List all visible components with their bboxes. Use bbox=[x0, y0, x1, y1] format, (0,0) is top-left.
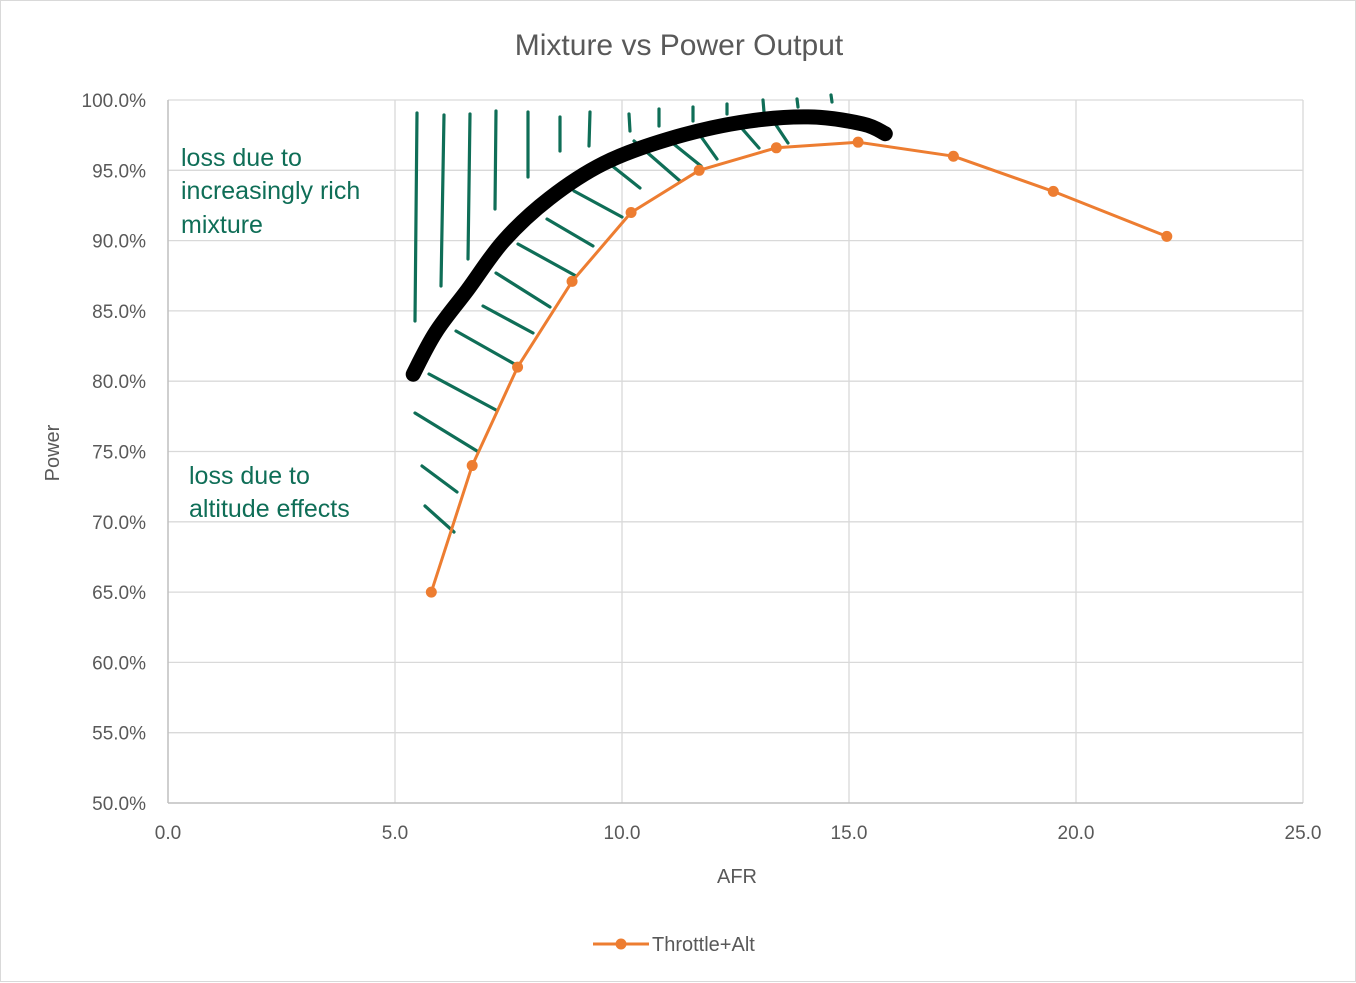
hatch-stroke bbox=[516, 242, 578, 278]
x-tick-label: 0.0 bbox=[155, 823, 181, 844]
hatch-stroke bbox=[454, 329, 520, 368]
x-tick-label: 25.0 bbox=[1285, 823, 1322, 844]
data-point bbox=[693, 164, 705, 176]
data-point bbox=[852, 136, 864, 148]
hatch-stroke bbox=[761, 98, 766, 114]
hatch-stroke bbox=[413, 411, 479, 453]
x-tick-label: 5.0 bbox=[382, 823, 408, 844]
hatch-stroke bbox=[439, 113, 446, 288]
hatch-stroke bbox=[627, 112, 632, 133]
hatch-stroke bbox=[493, 109, 498, 211]
y-tick-label: 90.0% bbox=[92, 232, 146, 253]
chart-title: Mixture vs Power Output bbox=[515, 29, 844, 62]
hatch-stroke bbox=[795, 97, 800, 109]
hatch-stroke bbox=[829, 93, 834, 104]
axes bbox=[167, 100, 1303, 804]
altitude-note-line-1: loss due to bbox=[189, 462, 310, 490]
y-tick-label: 85.0% bbox=[92, 302, 146, 323]
data-point bbox=[566, 275, 578, 287]
envelope-curve-annotation bbox=[405, 109, 893, 382]
hatch-stroke bbox=[427, 372, 498, 412]
y-tick-labels: 50.0% 55.0% 60.0% 65.0% 70.0% 75.0% 80.0% 85.0%… bbox=[82, 91, 147, 815]
data-point bbox=[1047, 185, 1059, 197]
hatch-stroke bbox=[420, 464, 459, 494]
hatch-stroke bbox=[413, 111, 419, 323]
hatch-stroke bbox=[481, 304, 535, 335]
hatch-stroke bbox=[545, 217, 595, 248]
hatch-stroke bbox=[494, 271, 552, 309]
series-throttle-alt bbox=[425, 136, 1173, 598]
x-tick-labels: 0.0 5.0 10.0 15.0 20.0 25.0 bbox=[155, 823, 1322, 844]
hatch-stroke bbox=[466, 112, 472, 261]
rich-mixture-note-line-2: increasingly rich bbox=[181, 177, 360, 205]
x-axis-title: AFR bbox=[717, 866, 757, 888]
y-tick-label: 80.0% bbox=[92, 372, 146, 393]
x-tick-label: 15.0 bbox=[831, 823, 868, 844]
legend-label-throttle-alt: Throttle+Alt bbox=[652, 934, 755, 956]
legend-marker-swatch bbox=[615, 938, 627, 950]
y-tick-label: 100.0% bbox=[82, 91, 147, 112]
data-point bbox=[625, 206, 637, 218]
y-tick-label: 70.0% bbox=[92, 513, 146, 534]
data-point bbox=[466, 460, 478, 472]
y-tick-label: 65.0% bbox=[92, 583, 146, 604]
data-point bbox=[947, 150, 959, 162]
y-tick-label: 95.0% bbox=[92, 161, 146, 182]
hatch-stroke bbox=[572, 189, 624, 219]
rich-mixture-note-line-3: mixture bbox=[181, 211, 263, 239]
x-tick-label: 20.0 bbox=[1058, 823, 1095, 844]
data-point bbox=[425, 586, 437, 598]
hatch-annotations bbox=[413, 93, 834, 534]
y-tick-label: 50.0% bbox=[92, 794, 146, 815]
hatch-stroke bbox=[587, 110, 592, 148]
legend: Throttle+Alt bbox=[593, 934, 755, 956]
grid-lines bbox=[168, 99, 1304, 803]
envelope-curve bbox=[405, 109, 893, 382]
y-axis-title: Power bbox=[42, 424, 64, 481]
y-tick-label: 55.0% bbox=[92, 724, 146, 745]
y-tick-label: 60.0% bbox=[92, 653, 146, 674]
rich-mixture-note-line-1: loss due to bbox=[181, 144, 302, 172]
hatch-stroke bbox=[423, 504, 456, 534]
data-point bbox=[1161, 230, 1173, 242]
altitude-note-line-2: altitude effects bbox=[189, 495, 350, 523]
data-point bbox=[512, 361, 524, 373]
y-tick-label: 75.0% bbox=[92, 443, 146, 464]
x-tick-label: 10.0 bbox=[604, 823, 641, 844]
data-point bbox=[770, 142, 782, 154]
